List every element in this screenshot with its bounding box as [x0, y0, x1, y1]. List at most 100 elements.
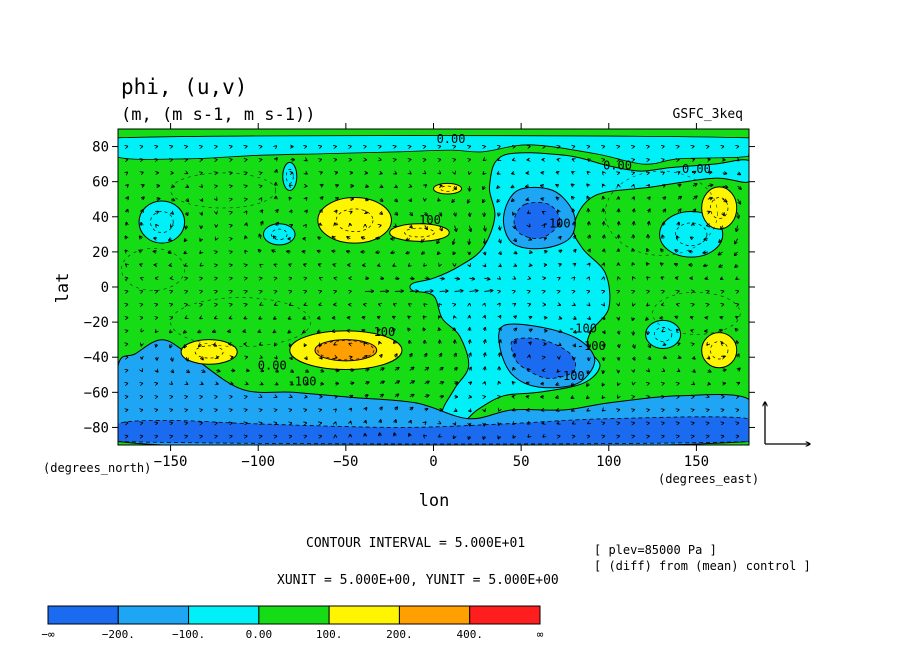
blob-contour-3	[335, 208, 374, 233]
wind-vector	[287, 251, 291, 252]
wind-vector	[364, 343, 365, 345]
wind-vector	[156, 225, 157, 226]
wind-vector	[455, 382, 458, 383]
wind-vector	[499, 303, 500, 304]
wind-vector	[572, 370, 573, 373]
wind-vector	[574, 277, 575, 278]
wind-vector	[738, 160, 740, 161]
blob-contour-4	[404, 227, 435, 238]
wind-vector	[454, 436, 455, 438]
wind-vector	[395, 199, 397, 202]
wind-vector	[439, 367, 443, 370]
vector-units: XUNIT = 5.000E+00, YUNIT = 5.000E+00	[277, 573, 559, 588]
wind-vector	[302, 251, 306, 252]
wind-vector	[544, 251, 547, 252]
wind-vector	[365, 212, 367, 213]
wind-vector	[425, 212, 427, 215]
wind-vector	[720, 278, 722, 279]
blob-contour-11	[710, 341, 729, 360]
wind-vector	[200, 239, 201, 241]
wind-vector	[439, 328, 440, 331]
wind-vector	[514, 252, 517, 254]
wind-vector	[425, 353, 427, 358]
wind-vector	[511, 186, 514, 188]
wind-vector	[571, 184, 573, 186]
wind-vector	[320, 197, 322, 199]
wind-vector	[261, 210, 263, 212]
wind-vector	[186, 357, 188, 361]
wind-vector	[171, 357, 172, 361]
wind-vector	[544, 238, 547, 239]
wind-vector	[141, 331, 142, 332]
wind-vector	[335, 210, 337, 212]
wind-vector	[559, 331, 562, 332]
blob-contour-6	[675, 222, 708, 247]
wind-vector	[541, 186, 544, 187]
wind-vector	[484, 278, 490, 279]
colorbar-label: −200.	[102, 628, 135, 641]
wind-vector	[484, 316, 485, 318]
wind-vector	[425, 173, 426, 174]
wind-vector	[603, 370, 604, 373]
wind-vector	[335, 357, 337, 358]
wind-vector	[721, 225, 723, 230]
wind-vector	[678, 370, 680, 371]
wind-vector	[410, 199, 411, 201]
y-tick-label: −60	[84, 385, 109, 401]
wind-vector	[678, 222, 679, 225]
wind-vector	[410, 407, 413, 409]
wind-vector	[394, 278, 399, 279]
wind-vector	[289, 344, 290, 346]
wind-vector	[169, 239, 172, 240]
wind-vector	[483, 185, 484, 189]
wind-vector	[439, 316, 440, 318]
blob-contour-2	[285, 169, 294, 184]
wind-vector	[648, 370, 649, 371]
wind-vector	[484, 353, 485, 358]
wind-vector	[291, 370, 294, 372]
wind-vector	[440, 225, 442, 231]
wind-vector	[603, 184, 604, 186]
x-axis-label: lon	[419, 491, 450, 511]
wind-vector	[216, 239, 217, 240]
wind-vector	[408, 328, 410, 331]
wind-vector	[559, 278, 560, 279]
wind-vector	[587, 384, 589, 387]
wind-vector	[157, 211, 159, 212]
wind-vector	[648, 209, 650, 212]
wind-vector	[484, 327, 485, 332]
wind-vector	[332, 236, 335, 238]
wind-vector	[380, 199, 383, 201]
wind-vector	[332, 331, 335, 332]
wind-vector	[589, 263, 590, 265]
contour-interval: CONTOUR INTERVAL = 5.000E+01	[306, 536, 525, 551]
wind-vector	[440, 353, 442, 358]
diff-description: [ (diff) from (mean) control ]	[594, 559, 811, 573]
x-tick-label: 0	[429, 454, 437, 470]
wind-vector	[663, 172, 664, 173]
wind-vector	[320, 210, 322, 213]
wind-vector	[362, 317, 365, 318]
wind-vector	[690, 237, 693, 239]
wind-vector	[214, 318, 216, 319]
wind-vector	[318, 237, 321, 239]
wind-vector	[216, 370, 220, 371]
wind-vector	[410, 212, 413, 215]
colorbar-swatch	[117, 605, 190, 625]
wind-vector	[394, 341, 395, 344]
wind-vector	[469, 367, 471, 370]
wind-vector	[514, 304, 515, 305]
wind-vector	[157, 357, 158, 360]
wind-vector	[186, 199, 188, 201]
wind-vector	[571, 384, 574, 386]
wind-vector	[660, 263, 663, 265]
wind-vector	[229, 318, 231, 319]
wind-vector	[483, 436, 484, 439]
wind-vector	[200, 318, 202, 319]
wind-vector	[216, 384, 218, 385]
wind-vector	[333, 264, 335, 265]
wind-vector	[604, 305, 605, 306]
model-label: GSFC_3keq	[673, 107, 743, 122]
wind-vector	[541, 199, 544, 200]
wind-vector	[678, 172, 680, 173]
